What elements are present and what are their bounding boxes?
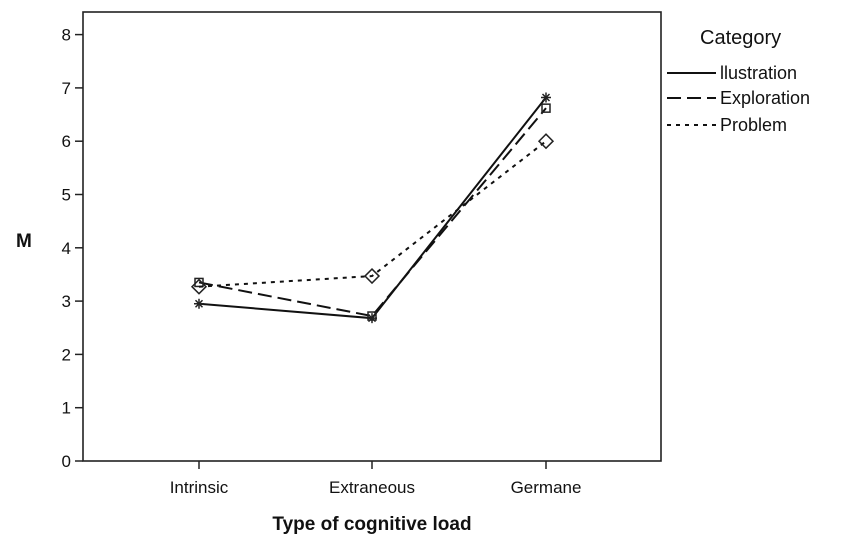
x-tick-label: Intrinsic xyxy=(170,478,229,497)
legend-entry: llustration xyxy=(667,63,797,83)
series-line xyxy=(198,107,547,318)
y-tick-label: 5 xyxy=(62,186,71,205)
legend-entry: Problem xyxy=(667,115,787,135)
x-axis: Intrinsic Extraneous Germane xyxy=(170,461,582,497)
y-tick-label: 6 xyxy=(62,132,71,151)
square-marker xyxy=(541,103,551,113)
legend-label: llustration xyxy=(720,63,797,83)
y-tick-label: 3 xyxy=(62,292,71,311)
x-tick-label: Extraneous xyxy=(329,478,415,497)
y-axis: 0 1 2 3 4 5 6 7 8 xyxy=(62,26,83,471)
y-tick-label: 2 xyxy=(62,345,71,364)
legend: Category llustration Exploration Problem xyxy=(667,27,810,135)
legend-label: Problem xyxy=(720,115,787,135)
diamond-marker xyxy=(537,133,555,150)
legend-entry: Exploration xyxy=(667,88,810,108)
x-tick-label: Germane xyxy=(511,478,582,497)
series-exploration xyxy=(194,103,551,321)
series-line xyxy=(198,140,547,288)
y-axis-title: M xyxy=(16,231,32,252)
y-tick-label: 0 xyxy=(62,452,71,471)
y-tick-label: 4 xyxy=(62,239,71,258)
star-marker xyxy=(194,298,204,309)
series-layer xyxy=(190,92,555,324)
legend-label: Exploration xyxy=(720,88,810,108)
series-line xyxy=(198,96,547,320)
diamond-marker xyxy=(190,278,208,295)
diamond-marker xyxy=(363,267,381,285)
y-tick-label: 7 xyxy=(62,79,71,98)
legend-title: Category xyxy=(700,27,781,49)
y-tick-label: 1 xyxy=(62,399,71,418)
plot-frame xyxy=(82,11,662,462)
series-problem xyxy=(190,133,555,295)
x-axis-title: Type of cognitive load xyxy=(272,514,471,535)
y-tick-label: 8 xyxy=(62,26,71,45)
square-marker xyxy=(367,311,377,321)
star-marker xyxy=(541,92,551,103)
series-llustration xyxy=(194,92,551,324)
